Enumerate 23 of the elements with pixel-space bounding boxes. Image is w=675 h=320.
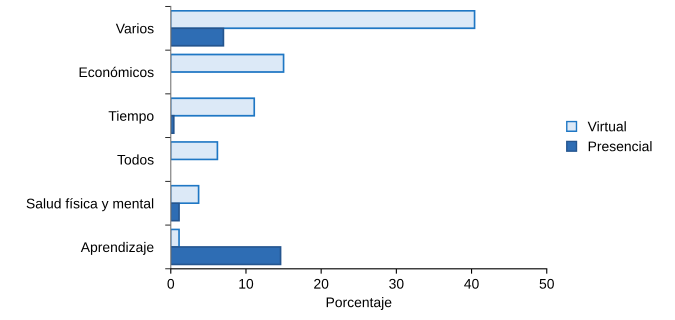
bar bbox=[170, 10, 476, 30]
x-tick-label: 50 bbox=[540, 278, 554, 289]
y-tick-label: Tiempo bbox=[108, 110, 154, 124]
x-tick-label: 20 bbox=[314, 278, 328, 289]
bar bbox=[170, 246, 282, 266]
bar bbox=[170, 184, 200, 204]
x-tick-label: 30 bbox=[389, 278, 404, 289]
y-tick-label: Varios bbox=[116, 23, 154, 34]
y-tick-label: Económicos bbox=[80, 66, 154, 78]
bar bbox=[170, 97, 256, 117]
y-tick-label: Todos bbox=[117, 154, 154, 165]
x-tick-label: 10 bbox=[239, 278, 254, 289]
bar bbox=[170, 141, 218, 160]
bar bbox=[170, 27, 224, 47]
x-axis-title: Porcentaje bbox=[326, 297, 392, 310]
x-tick-label: 40 bbox=[464, 278, 479, 289]
y-tick-label: Salud física y mental bbox=[26, 198, 154, 212]
x-tick-label: 0 bbox=[167, 278, 174, 289]
legend-label: Virtual bbox=[588, 121, 626, 132]
bar bbox=[170, 202, 180, 222]
legend-label: Presencial bbox=[588, 141, 652, 152]
y-tick-label: Aprendizaje bbox=[80, 242, 154, 255]
bar bbox=[170, 54, 284, 73]
